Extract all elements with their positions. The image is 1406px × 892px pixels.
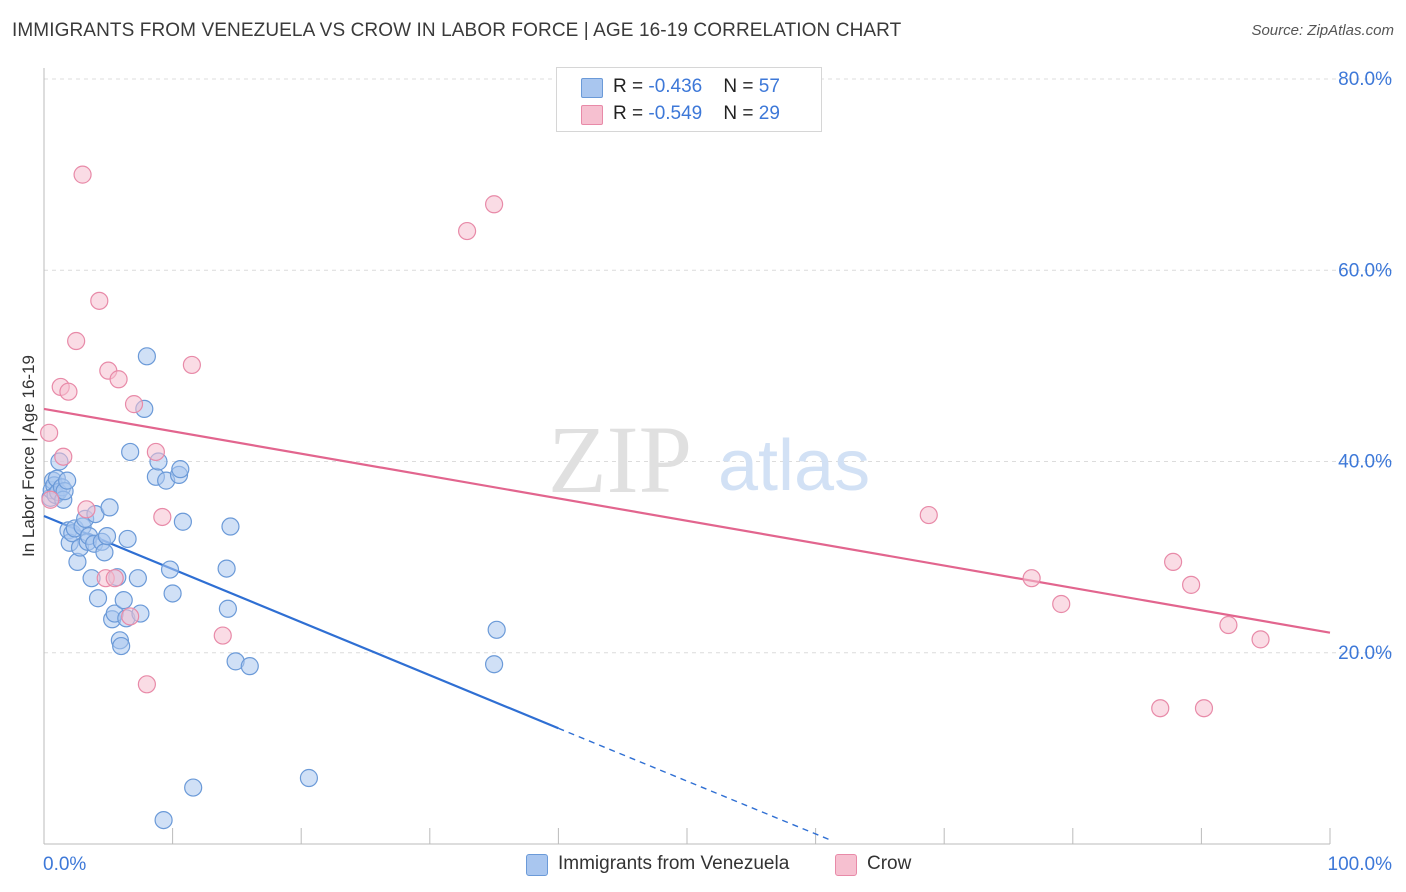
data-point-crow bbox=[90, 291, 109, 310]
y-axis-label: In Labor Force | Age 16-19 bbox=[19, 355, 38, 557]
data-point-crow bbox=[1219, 615, 1238, 635]
data-point-crow bbox=[73, 165, 92, 184]
data-point-venezuela bbox=[154, 810, 173, 830]
data-point-crow bbox=[1151, 699, 1170, 718]
bottom-legend-label-crow: Crow bbox=[867, 853, 912, 874]
y-tick-label: 60.0% bbox=[1338, 260, 1392, 281]
data-point-crow bbox=[1194, 699, 1214, 718]
n-value-venezuela: 57 bbox=[758, 76, 780, 97]
data-point-crow bbox=[153, 507, 172, 527]
data-point-venezuela bbox=[58, 471, 77, 490]
trend-line-venezuela-extrapolated bbox=[558, 727, 829, 840]
data-point-venezuela bbox=[95, 543, 114, 562]
data-point-crow bbox=[67, 331, 86, 351]
data-point-crow bbox=[1182, 575, 1201, 594]
grid-lines bbox=[44, 78, 1392, 654]
data-point-venezuela bbox=[100, 498, 119, 517]
legend-swatch-pink bbox=[581, 105, 603, 125]
data-point-crow bbox=[1052, 594, 1071, 614]
data-point-crow bbox=[59, 382, 78, 401]
data-point-crow bbox=[40, 423, 59, 442]
watermark-zip: ZIP bbox=[548, 406, 692, 513]
chart-title: IMMIGRANTS FROM VENEZUELA VS CROW IN LAB… bbox=[12, 20, 902, 41]
data-point-venezuela bbox=[221, 517, 240, 536]
data-point-venezuela bbox=[240, 657, 259, 676]
r-value-crow: -0.549 bbox=[648, 103, 703, 124]
trend-line-crow bbox=[43, 407, 1331, 634]
data-point-crow bbox=[457, 221, 477, 241]
trend-lines bbox=[43, 407, 1331, 840]
watermark: ZIP atlas bbox=[548, 406, 870, 513]
data-point-crow bbox=[124, 395, 144, 414]
y-tick-label: 80.0% bbox=[1338, 69, 1392, 90]
data-point-crow bbox=[121, 607, 140, 626]
source-credit: Source: ZipAtlas.com bbox=[1251, 22, 1394, 39]
data-point-venezuela bbox=[487, 620, 506, 639]
data-point-crow bbox=[137, 675, 156, 694]
data-point-venezuela bbox=[218, 599, 237, 618]
bottom-swatch-pink bbox=[835, 854, 857, 876]
watermark-atlas: atlas bbox=[718, 426, 870, 506]
data-point-crow bbox=[146, 442, 165, 462]
data-point-crow bbox=[1164, 552, 1183, 572]
data-point-venezuela bbox=[173, 512, 192, 531]
data-point-venezuela bbox=[112, 636, 131, 656]
legend-text-venezuela: R = -0.436 N = 57 bbox=[613, 76, 780, 97]
data-point-crow bbox=[182, 355, 201, 375]
data-point-venezuela bbox=[171, 460, 190, 479]
data-point-crow bbox=[485, 195, 504, 214]
axes bbox=[43, 68, 1331, 845]
y-tick-label: 40.0% bbox=[1338, 452, 1392, 473]
data-point-venezuela bbox=[114, 591, 133, 610]
data-point-crow bbox=[1022, 569, 1041, 588]
bottom-legend-label-venezuela: Immigrants from Venezuela bbox=[558, 853, 790, 874]
y-tick-label: 20.0% bbox=[1338, 643, 1392, 664]
data-point-crow bbox=[213, 626, 232, 645]
legend-text-crow: R = -0.549 N = 29 bbox=[613, 103, 780, 124]
data-point-venezuela bbox=[160, 560, 180, 579]
x-tick-label-min: 0.0% bbox=[43, 854, 86, 875]
trend-line-venezuela bbox=[43, 514, 559, 730]
data-point-crow bbox=[54, 447, 73, 466]
data-point-venezuela bbox=[163, 584, 182, 603]
bottom-swatch-blue bbox=[526, 854, 548, 876]
n-value-crow: 29 bbox=[758, 103, 780, 124]
data-point-venezuela bbox=[128, 569, 147, 588]
data-point-venezuela bbox=[97, 526, 117, 546]
data-point-crow bbox=[1251, 630, 1270, 649]
data-point-crow bbox=[919, 505, 938, 525]
data-point-venezuela bbox=[137, 347, 156, 366]
data-point-crow bbox=[41, 490, 60, 509]
data-point-crow bbox=[77, 500, 96, 519]
data-point-venezuela bbox=[485, 655, 504, 674]
tick-labels: 20.0% 40.0% 60.0% 80.0% 0.0% 100.0% bbox=[43, 69, 1392, 875]
points-crow bbox=[40, 165, 1270, 718]
data-point-crow bbox=[105, 569, 124, 588]
r-value-venezuela: -0.436 bbox=[648, 76, 703, 97]
data-point-venezuela bbox=[184, 778, 203, 797]
legend-swatch-blue bbox=[581, 78, 603, 98]
data-point-venezuela bbox=[121, 442, 140, 462]
data-point-venezuela bbox=[217, 559, 236, 578]
x-tick-label-max: 100.0% bbox=[1328, 854, 1393, 875]
data-point-crow bbox=[109, 370, 128, 389]
data-point-venezuela bbox=[118, 529, 137, 549]
data-point-venezuela bbox=[299, 768, 319, 788]
data-point-venezuela bbox=[88, 589, 108, 608]
stats-legend: R = -0.436 N = 57 R = -0.549 N = 29 bbox=[556, 67, 822, 132]
